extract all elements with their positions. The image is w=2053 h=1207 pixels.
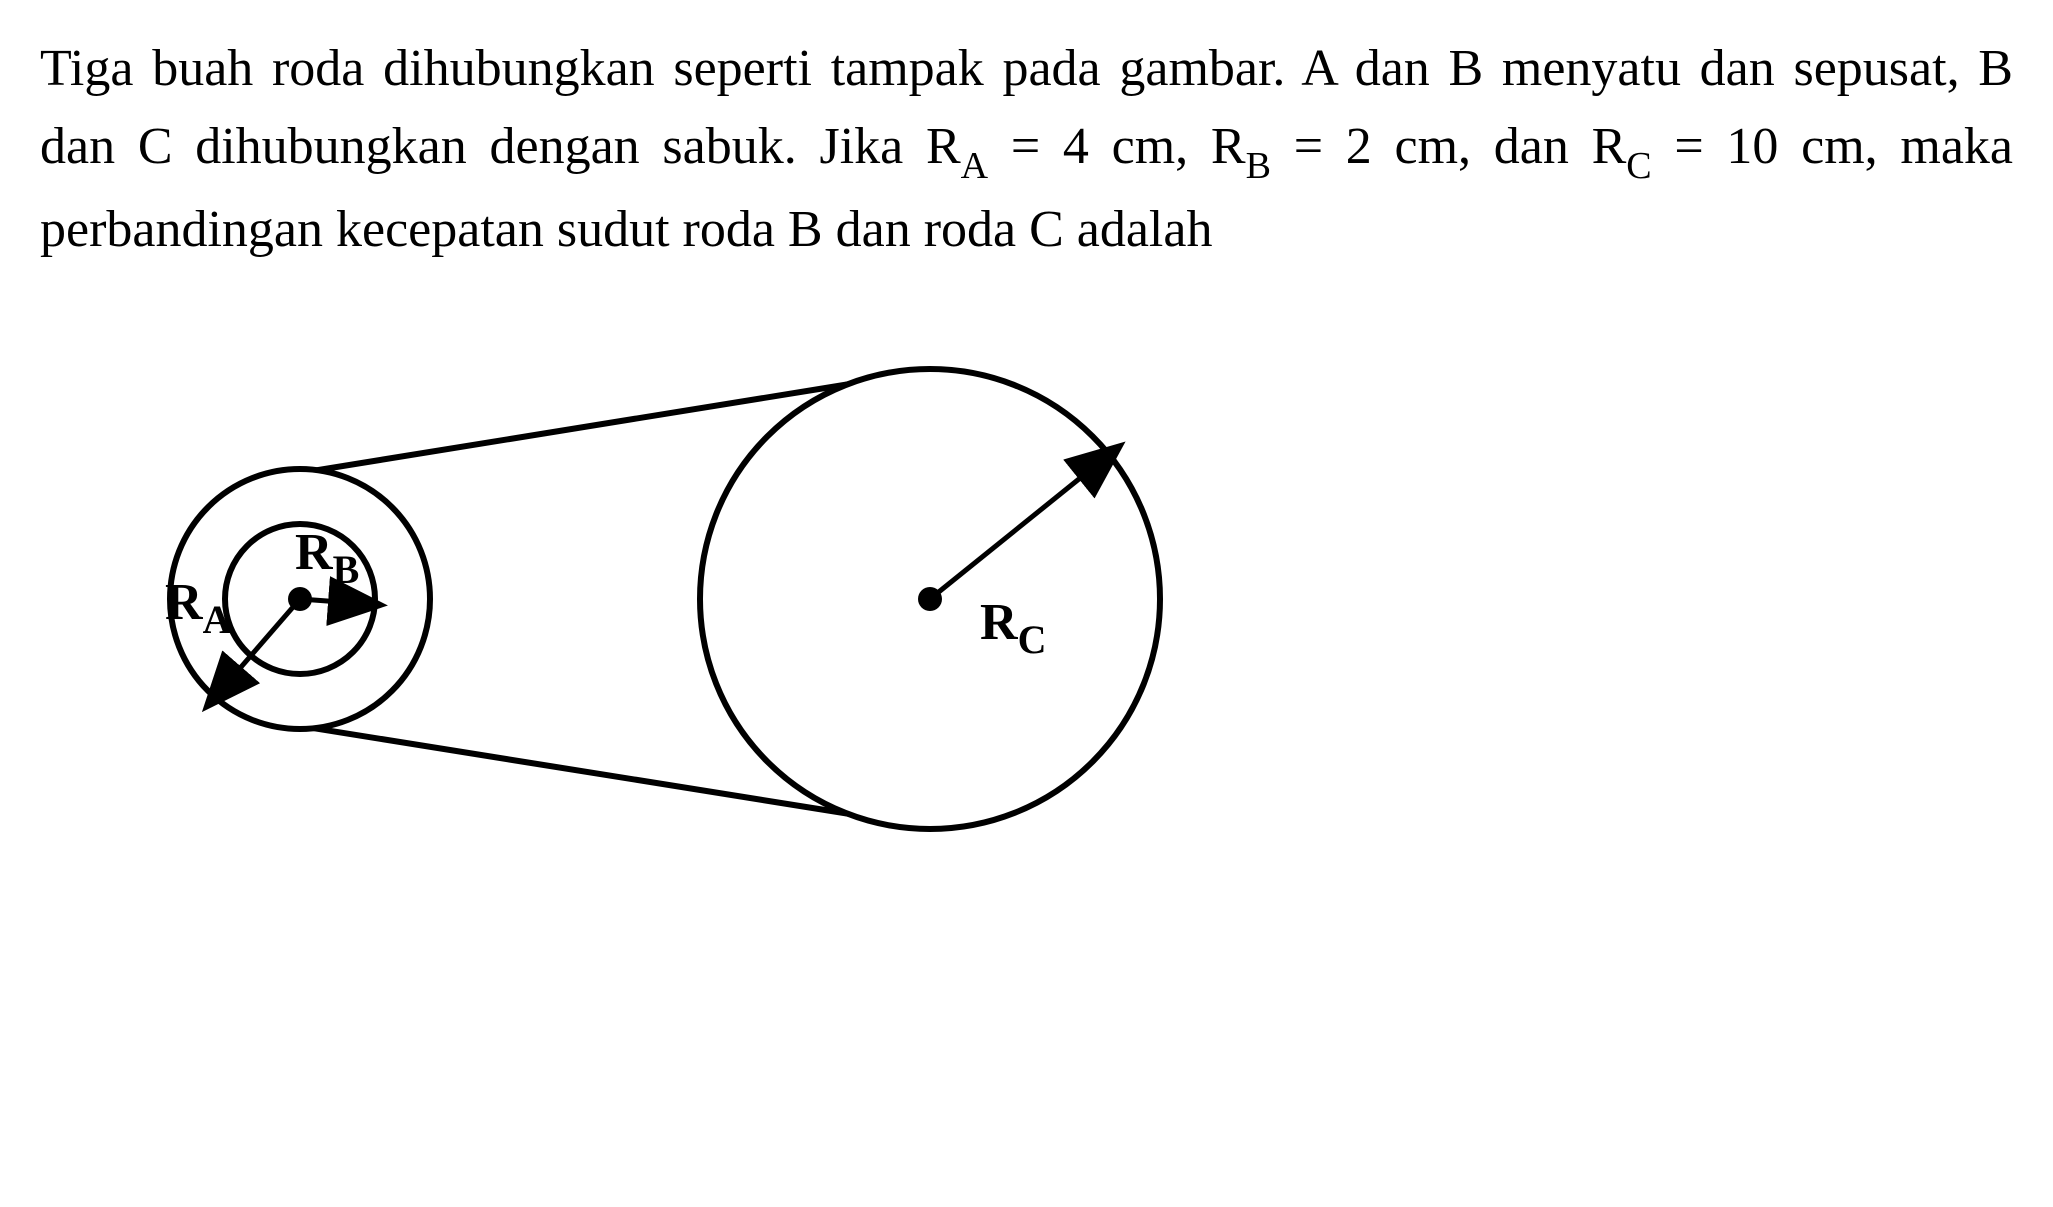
diagram-container: RARBRC — [40, 309, 2013, 869]
text-sub-a: A — [961, 145, 988, 187]
text-line-3c: = 2 cm, dan R — [1271, 118, 1626, 175]
problem-statement: Tiga buah roda dihubungkan seperti tampa… — [40, 30, 2013, 269]
text-line-3b: = 4 cm, R — [988, 118, 1245, 175]
text-sub-c: C — [1626, 145, 1651, 187]
text-line-4: perbandingan kecepatan sudut roda B dan … — [40, 201, 1212, 258]
wheels-diagram: RARBRC — [100, 309, 1300, 869]
text-line-3d: = 10 cm, maka — [1652, 118, 2013, 175]
text-line-3a: sabuk. Jika R — [662, 118, 960, 175]
text-line-1: Tiga buah roda dihubungkan seperti tampa… — [40, 40, 1285, 97]
text-sub-b: B — [1246, 145, 1271, 187]
